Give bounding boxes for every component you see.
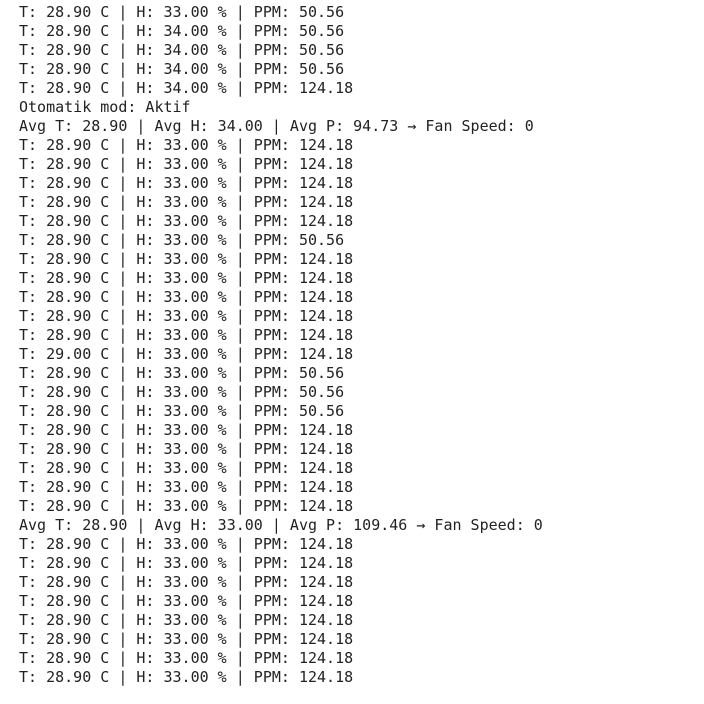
log-line: T: 28.90 C | H: 33.00 % | PPM: 124.18 xyxy=(19,497,354,515)
log-line: T: 28.90 C | H: 34.00 % | PPM: 50.56 xyxy=(19,22,345,40)
log-line: T: 28.90 C | H: 33.00 % | PPM: 124.18 xyxy=(19,212,354,230)
log-line: T: 28.90 C | H: 33.00 % | PPM: 124.18 xyxy=(19,174,354,192)
log-line: T: 28.90 C | H: 33.00 % | PPM: 124.18 xyxy=(19,573,354,591)
log-line: T: 28.90 C | H: 33.00 % | PPM: 50.56 xyxy=(19,3,345,21)
log-line: T: 28.90 C | H: 33.00 % | PPM: 124.18 xyxy=(19,649,354,667)
log-line: T: 28.90 C | H: 33.00 % | PPM: 124.18 xyxy=(19,478,354,496)
log-line: T: 28.90 C | H: 33.00 % | PPM: 124.18 xyxy=(19,459,354,477)
log-line: T: 28.90 C | H: 33.00 % | PPM: 50.56 xyxy=(19,364,345,382)
log-line: T: 28.90 C | H: 33.00 % | PPM: 124.18 xyxy=(19,630,354,648)
log-line: T: 28.90 C | H: 33.00 % | PPM: 124.18 xyxy=(19,421,354,439)
log-line: T: 28.90 C | H: 33.00 % | PPM: 124.18 xyxy=(19,554,354,572)
log-line: T: 28.90 C | H: 34.00 % | PPM: 50.56 xyxy=(19,60,345,78)
log-line: T: 28.90 C | H: 33.00 % | PPM: 124.18 xyxy=(19,288,354,306)
log-line: T: 28.90 C | H: 33.00 % | PPM: 124.18 xyxy=(19,269,354,287)
log-line: Otomatik mod: Aktif xyxy=(19,98,191,116)
log-line: T: 28.90 C | H: 33.00 % | PPM: 124.18 xyxy=(19,307,354,325)
log-line: Avg T: 28.90 | Avg H: 34.00 | Avg P: 94.… xyxy=(19,117,534,135)
log-line: T: 28.90 C | H: 34.00 % | PPM: 50.56 xyxy=(19,41,345,59)
log-line: T: 28.90 C | H: 33.00 % | PPM: 50.56 xyxy=(19,402,345,420)
log-line: T: 28.90 C | H: 33.00 % | PPM: 124.18 xyxy=(19,193,354,211)
log-line: T: 28.90 C | H: 33.00 % | PPM: 124.18 xyxy=(19,668,354,686)
log-line: T: 28.90 C | H: 33.00 % | PPM: 124.18 xyxy=(19,250,354,268)
log-line: T: 28.90 C | H: 33.00 % | PPM: 124.18 xyxy=(19,611,354,629)
log-line: T: 29.00 C | H: 33.00 % | PPM: 124.18 xyxy=(19,345,354,363)
log-line: T: 28.90 C | H: 33.00 % | PPM: 50.56 xyxy=(19,383,345,401)
log-line: T: 28.90 C | H: 33.00 % | PPM: 124.18 xyxy=(19,326,354,344)
log-line: Avg T: 28.90 | Avg H: 33.00 | Avg P: 109… xyxy=(19,516,543,534)
log-line: T: 28.90 C | H: 33.00 % | PPM: 124.18 xyxy=(19,440,354,458)
log-line: T: 28.90 C | H: 34.00 % | PPM: 124.18 xyxy=(19,79,354,97)
log-line: T: 28.90 C | H: 33.00 % | PPM: 124.18 xyxy=(19,136,354,154)
log-line: T: 28.90 C | H: 33.00 % | PPM: 124.18 xyxy=(19,592,354,610)
log-line: T: 28.90 C | H: 33.00 % | PPM: 124.18 xyxy=(19,155,354,173)
log-line: T: 28.90 C | H: 33.00 % | PPM: 50.56 xyxy=(19,231,345,249)
log-line: T: 28.90 C | H: 33.00 % | PPM: 124.18 xyxy=(19,535,354,553)
